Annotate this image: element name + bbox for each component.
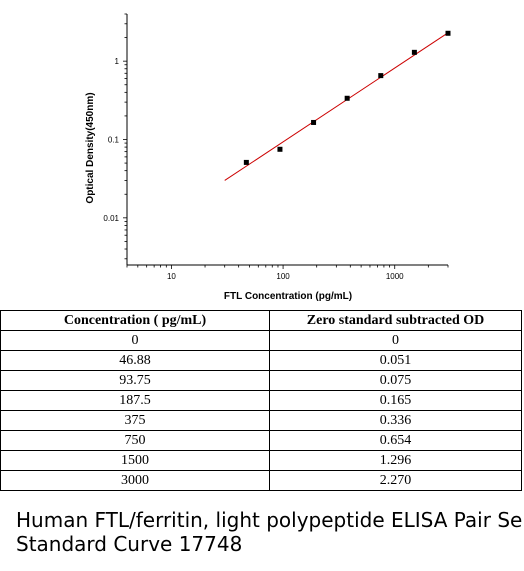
data-point [277,146,283,152]
concentration-cell: 93.75 [0,370,270,391]
standard-curve-table: Concentration ( pg/mL) Zero standard sub… [0,310,522,491]
od-cell: 0.051 [269,350,522,371]
y-tick-label: 0.01 [103,214,119,223]
concentration-cell: 187.5 [0,390,270,411]
od-cell: 0.336 [269,410,522,431]
concentration-cell: 375 [0,410,270,431]
concentration-cell: 1500 [0,450,270,471]
data-point [445,30,451,36]
chart-ticks: 10 100 1000 0.01 0.1 1 [103,13,449,281]
figure-caption: Human FTL/ferritin, light polypeptide EL… [16,508,522,556]
data-points [243,30,451,165]
concentration-cell: 0 [0,330,270,351]
table-row: 93.75 0.075 [0,370,522,391]
x-tick-label: 1000 [386,272,404,281]
data-point [311,119,317,125]
x-tick-label: 10 [167,272,176,281]
caption-line-1: Human FTL/ferritin, light polypeptide EL… [16,508,523,532]
od-cell: 2.270 [269,470,522,491]
concentration-cell: 3000 [0,470,270,491]
concentration-cell: 750 [0,430,270,451]
y-axis-title: Optical Density(450nm) [85,92,96,203]
y-tick-label: 1 [115,57,120,66]
column-header-concentration: Concentration ( pg/mL) [0,310,270,331]
data-point [243,159,249,165]
x-axis-title: FTL Concentration (pg/mL) [224,291,352,302]
standard-curve-chart: 10 100 1000 0.01 0.1 1 FTL Concentration (pg/… [85,13,451,302]
x-tick-label: 100 [276,272,290,281]
column-header-od: Zero standard subtracted OD [269,310,522,331]
table-row: 750 0.654 [0,430,522,451]
od-cell: 1.296 [269,450,522,471]
table-row: 187.5 0.165 [0,390,522,411]
table-header-row: Concentration ( pg/mL) Zero standard sub… [0,310,522,331]
concentration-cell: 46.88 [0,350,270,371]
data-point [378,73,384,79]
od-cell: 0 [269,330,522,351]
data-point [411,49,417,55]
y-tick-label: 0.1 [108,136,120,145]
table-row: 46.88 0.051 [0,350,522,371]
od-cell: 0.075 [269,370,522,391]
od-cell: 0.654 [269,430,522,451]
table-row: 1500 1.296 [0,450,522,471]
data-point [344,95,350,101]
table-row: 375 0.336 [0,410,522,431]
fit-line [224,32,449,181]
od-cell: 0.165 [269,390,522,411]
table-row: 3000 2.270 [0,470,522,491]
caption-line-2: Standard Curve 17748 [16,532,243,556]
